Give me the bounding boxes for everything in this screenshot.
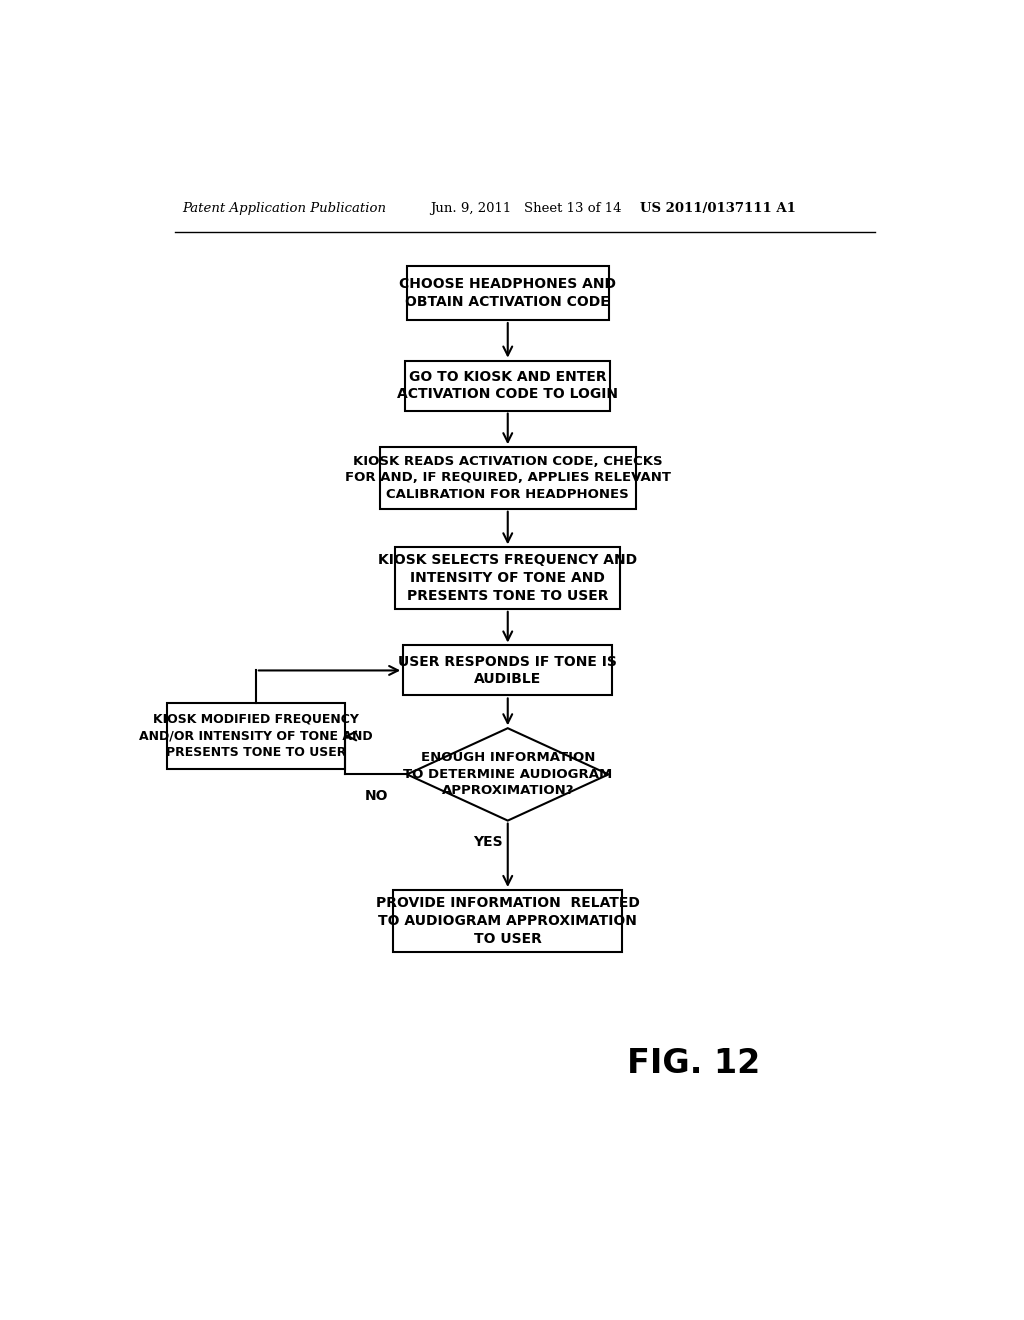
Text: KIOSK MODIFIED FREQUENCY
AND/OR INTENSITY OF TONE AND
PRESENTS TONE TO USER: KIOSK MODIFIED FREQUENCY AND/OR INTENSIT… xyxy=(139,713,373,759)
Text: US 2011/0137111 A1: US 2011/0137111 A1 xyxy=(640,202,796,215)
Text: ENOUGH INFORMATION
TO DETERMINE AUDIOGRAM
APPROXIMATION?: ENOUGH INFORMATION TO DETERMINE AUDIOGRA… xyxy=(403,751,612,797)
Text: Patent Application Publication: Patent Application Publication xyxy=(182,202,386,215)
Text: CHOOSE HEADPHONES AND
OBTAIN ACTIVATION CODE: CHOOSE HEADPHONES AND OBTAIN ACTIVATION … xyxy=(399,277,616,309)
Text: Jun. 9, 2011   Sheet 13 of 14: Jun. 9, 2011 Sheet 13 of 14 xyxy=(430,202,622,215)
Polygon shape xyxy=(407,729,608,821)
Text: KIOSK SELECTS FREQUENCY AND
INTENSITY OF TONE AND
PRESENTS TONE TO USER: KIOSK SELECTS FREQUENCY AND INTENSITY OF… xyxy=(378,553,637,603)
FancyBboxPatch shape xyxy=(403,645,612,696)
FancyBboxPatch shape xyxy=(407,267,608,321)
Text: USER RESPONDS IF TONE IS
AUDIBLE: USER RESPONDS IF TONE IS AUDIBLE xyxy=(398,655,617,686)
Text: GO TO KIOSK AND ENTER
ACTIVATION CODE TO LOGIN: GO TO KIOSK AND ENTER ACTIVATION CODE TO… xyxy=(397,370,618,401)
FancyBboxPatch shape xyxy=(406,360,610,411)
Text: NO: NO xyxy=(365,789,388,803)
FancyBboxPatch shape xyxy=(380,447,636,508)
Text: PROVIDE INFORMATION  RELATED
TO AUDIOGRAM APPROXIMATION
TO USER: PROVIDE INFORMATION RELATED TO AUDIOGRAM… xyxy=(376,896,640,945)
Text: KIOSK READS ACTIVATION CODE, CHECKS
FOR AND, IF REQUIRED, APPLIES RELEVANT
CALIB: KIOSK READS ACTIVATION CODE, CHECKS FOR … xyxy=(345,455,671,502)
Text: YES: YES xyxy=(473,836,503,849)
Text: FIG. 12: FIG. 12 xyxy=(627,1047,761,1080)
FancyBboxPatch shape xyxy=(395,548,621,609)
FancyBboxPatch shape xyxy=(167,704,345,768)
FancyBboxPatch shape xyxy=(393,890,622,952)
